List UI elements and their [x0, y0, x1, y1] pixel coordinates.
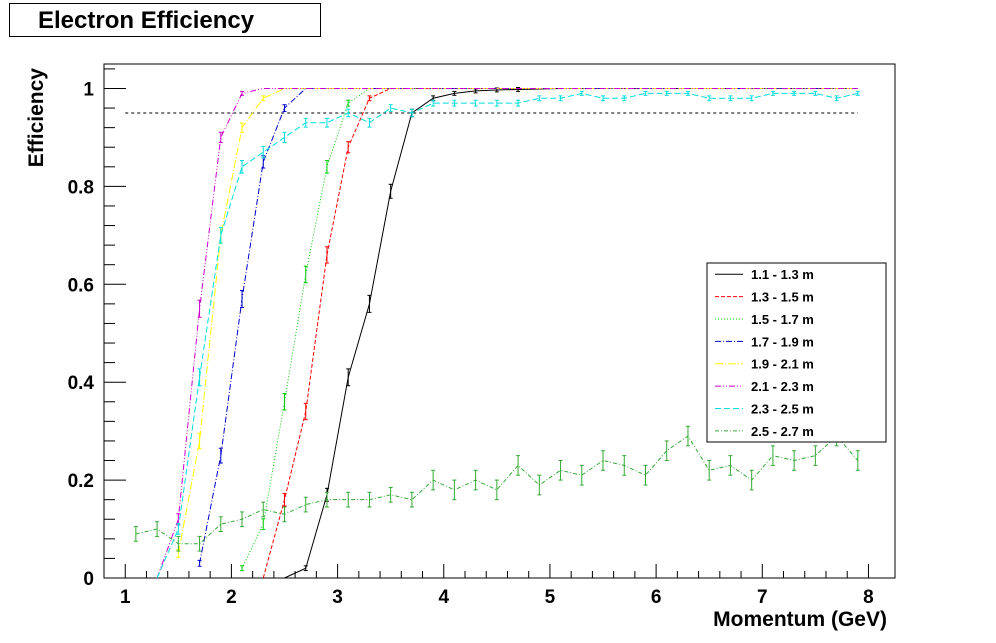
- x-tick-label: 1: [120, 587, 131, 608]
- legend-label: 2.5 - 2.7 m: [751, 424, 814, 439]
- y-tick-label: 1: [83, 79, 94, 100]
- series-8: [133, 425, 860, 552]
- legend-label: 2.3 - 2.5 m: [751, 401, 814, 416]
- x-tick-label: 7: [757, 587, 768, 608]
- legend-label: 1.5 - 1.7 m: [751, 312, 814, 327]
- y-tick-label: 0.8: [68, 177, 94, 198]
- x-tick-label: 2: [226, 587, 237, 608]
- series-line: [156, 92, 858, 579]
- series-6: [156, 87, 858, 579]
- y-tick-label: 0.6: [68, 275, 94, 296]
- legend-label: 1.9 - 2.1 m: [751, 357, 814, 372]
- legend-box: [706, 262, 887, 443]
- legend-label: 1.1 - 1.3 m: [751, 267, 814, 282]
- legend-label: 1.7 - 1.9 m: [751, 334, 814, 349]
- y-axis-label: Efficiency: [25, 68, 48, 168]
- x-tick-label: 3: [332, 587, 343, 608]
- plot-frame: [103, 63, 896, 579]
- chart-title-box: Electron Efficiency: [9, 3, 321, 37]
- x-tick-label: 4: [438, 587, 449, 608]
- x-tick-label: 5: [545, 587, 556, 608]
- x-tick-label: 8: [863, 587, 874, 608]
- y-tick-label: 0.4: [68, 373, 95, 394]
- x-axis-label: Momentum (GeV): [713, 608, 887, 631]
- y-tick-label: 0: [83, 569, 94, 590]
- chart-title: Electron Efficiency: [38, 7, 255, 34]
- series-line: [135, 435, 859, 545]
- legend-label: 2.1 - 2.3 m: [751, 379, 814, 394]
- series-7: [156, 90, 860, 579]
- legend-label: 1.3 - 1.5 m: [751, 290, 814, 305]
- x-tick-label: 6: [651, 587, 662, 608]
- y-tick-label: 0.2: [68, 471, 94, 492]
